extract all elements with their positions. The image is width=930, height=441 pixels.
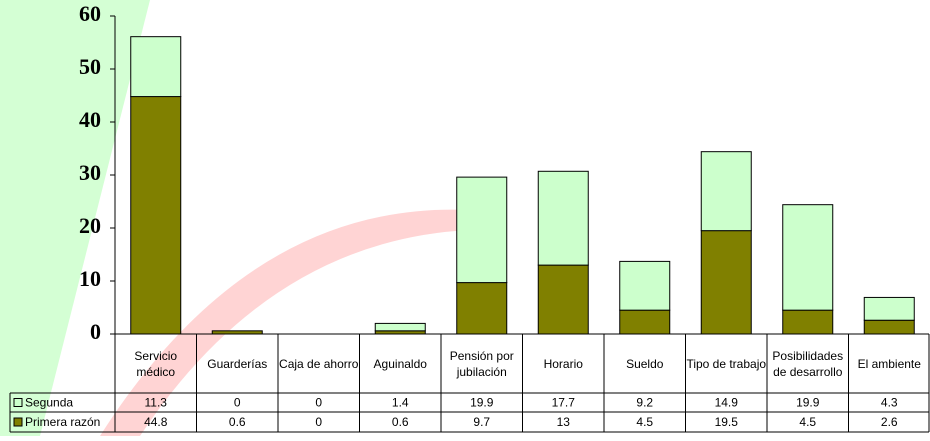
bar-segment — [701, 231, 751, 334]
table-value: 19.9 — [470, 396, 494, 410]
table-value: 4.5 — [636, 415, 653, 429]
x-tick-label: Servicio médico — [115, 334, 197, 393]
table-value: 9.7 — [473, 415, 490, 429]
x-tick-label: Aguinaldo — [360, 334, 442, 393]
category-cell: Posibilidades de desarrollo — [767, 334, 849, 393]
y-tick-label: 10 — [79, 266, 101, 291]
bar-segment — [538, 265, 588, 334]
legend-label: Segunda — [25, 396, 73, 410]
table-value: 1.4 — [392, 396, 409, 410]
table-value: 17.7 — [552, 396, 576, 410]
category-cell: Pensión por jubilación — [441, 334, 523, 393]
table-value: 0 — [315, 396, 322, 410]
category-cell: El ambiente — [849, 334, 930, 393]
category-cell: Caja de ahorro — [278, 334, 360, 393]
bar-segment — [783, 310, 833, 334]
y-tick-label: 40 — [79, 107, 101, 132]
x-tick-label: Posibilidades de desarrollo — [767, 334, 849, 393]
x-tick-label: Horario — [523, 334, 605, 393]
table-value: 0.6 — [229, 415, 246, 429]
table-value: 9.2 — [636, 396, 653, 410]
table-value: 2.6 — [881, 415, 898, 429]
bar-segment — [620, 310, 670, 334]
x-tick-label: Caja de ahorro — [278, 334, 360, 393]
category-cell: Guarderías — [197, 334, 279, 393]
legend-label: Primera razón — [25, 415, 100, 429]
y-tick-label: 50 — [79, 54, 101, 79]
category-cell: Aguinaldo — [360, 334, 442, 393]
table-value: 0.6 — [392, 415, 409, 429]
y-tick-label: 30 — [79, 160, 101, 185]
y-tick-label: 0 — [90, 319, 101, 344]
bar-segment — [457, 177, 507, 282]
bar-segment — [864, 320, 914, 334]
x-tick-label: El ambiente — [849, 334, 930, 393]
table-value: 4.5 — [799, 415, 816, 429]
legend-swatch — [14, 418, 22, 426]
y-tick-label: 20 — [79, 213, 101, 238]
bar-segment — [131, 97, 181, 334]
bar-segment — [620, 261, 670, 310]
x-tick-label: Guarderías — [197, 334, 279, 393]
y-tick-label: 60 — [79, 1, 101, 26]
category-cell: Sueldo — [604, 334, 686, 393]
category-cell: Servicio médico — [115, 334, 197, 393]
bar-segment — [375, 323, 425, 330]
table-value: 0 — [234, 396, 241, 410]
table-value: 4.3 — [881, 396, 898, 410]
legend-swatch — [14, 399, 22, 407]
bar-segment — [131, 37, 181, 97]
bar-segment — [864, 297, 914, 320]
x-tick-label: Pensión por jubilación — [441, 334, 523, 393]
bar-segment — [783, 205, 833, 310]
table-value: 19.9 — [796, 396, 820, 410]
bar-segment — [701, 152, 751, 231]
table-value: 13 — [557, 415, 571, 429]
x-tick-label: Sueldo — [604, 334, 686, 393]
x-tick-label: Tipo de trabajo — [686, 334, 768, 393]
table-value: 11.3 — [145, 396, 168, 410]
category-cell: Tipo de trabajo — [686, 334, 768, 393]
table-value: 44.8 — [144, 415, 168, 429]
table-value: 14.9 — [715, 396, 739, 410]
bar-segment — [538, 171, 588, 265]
category-cell: Horario — [523, 334, 605, 393]
table-value: 19.5 — [715, 415, 739, 429]
table-value: 0 — [315, 415, 322, 429]
bar-segment — [457, 283, 507, 334]
